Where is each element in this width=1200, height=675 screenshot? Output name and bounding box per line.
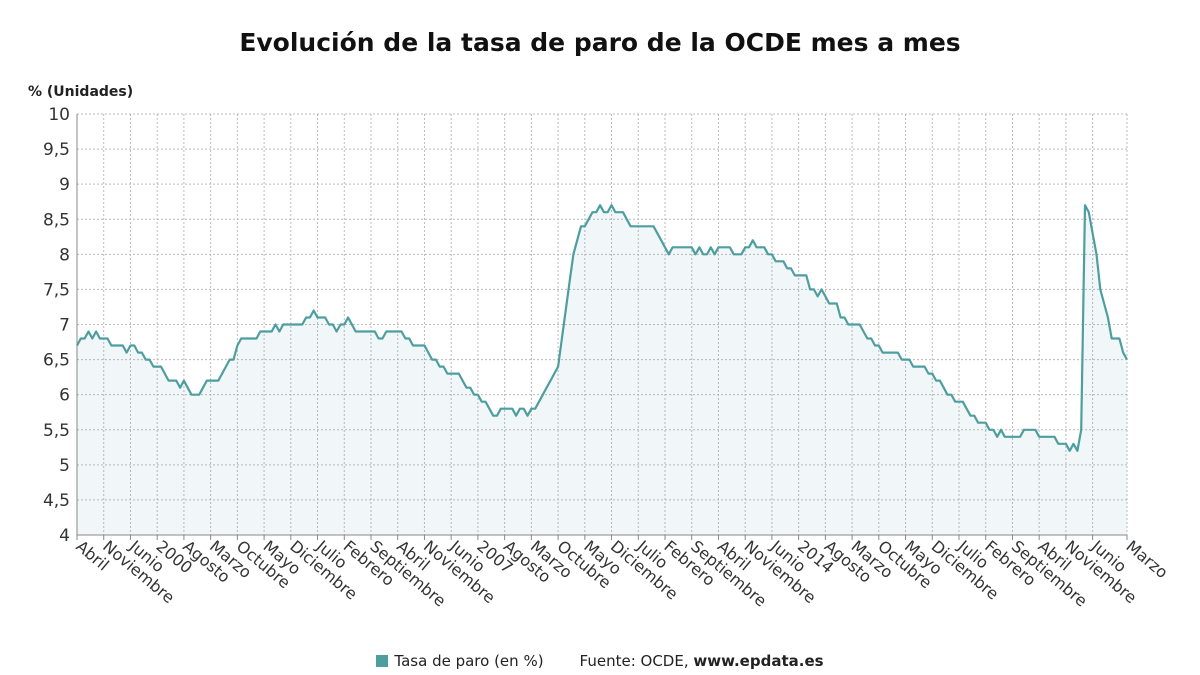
x-tick-labels: AbrilNoviembreJunio2000AgostoMarzoOctubr… [72, 536, 1171, 611]
y-tick-label: 10 [48, 105, 70, 125]
y-tick-label: 9,5 [43, 140, 70, 160]
legend-swatch [376, 655, 389, 667]
y-tick-label: 9 [59, 175, 70, 195]
chart-title: Evolución de la tasa de paro de la OCDE … [239, 28, 961, 57]
line-chart: 4 4,5 5 5,5 6 6,5 7 7,5 8 8,5 9 9,5 10 AbrilNoviembr… [43, 105, 1172, 611]
grid-lines [76, 113, 1128, 535]
y-tick-label: 7 [59, 316, 70, 336]
y-tick-label: 8,5 [43, 210, 70, 230]
axes [76, 114, 1128, 540]
legend-label: Tasa de paro (en %) [394, 652, 544, 670]
y-tick-label: 5 [59, 456, 70, 476]
y-tick-labels: 4 4,5 5 5,5 6 6,5 7 7,5 8 8,5 9 9,5 10 [43, 105, 70, 546]
x-tick-label: Marzo [1122, 537, 1171, 583]
chart-footer: Tasa de paro (en %) Fuente: OCDE, www.epd… [0, 652, 1200, 670]
source-link[interactable]: www.epdata.es [693, 652, 824, 670]
y-tick-label: 5,5 [43, 421, 70, 441]
y-axis-unit-label: % (Unidades) [28, 84, 134, 100]
y-tick-label: 6 [59, 386, 70, 406]
series-line-tasa-de-paro [76, 204, 1128, 452]
y-tick-label: 8 [59, 245, 70, 265]
y-tick-label: 6,5 [43, 351, 70, 371]
source-prefix: Fuente: OCDE, [579, 652, 694, 670]
y-tick-label: 4 [59, 526, 70, 546]
series-area-fill [77, 205, 1127, 535]
y-tick-label: 7,5 [43, 280, 70, 300]
y-tick-label: 4,5 [43, 491, 70, 511]
